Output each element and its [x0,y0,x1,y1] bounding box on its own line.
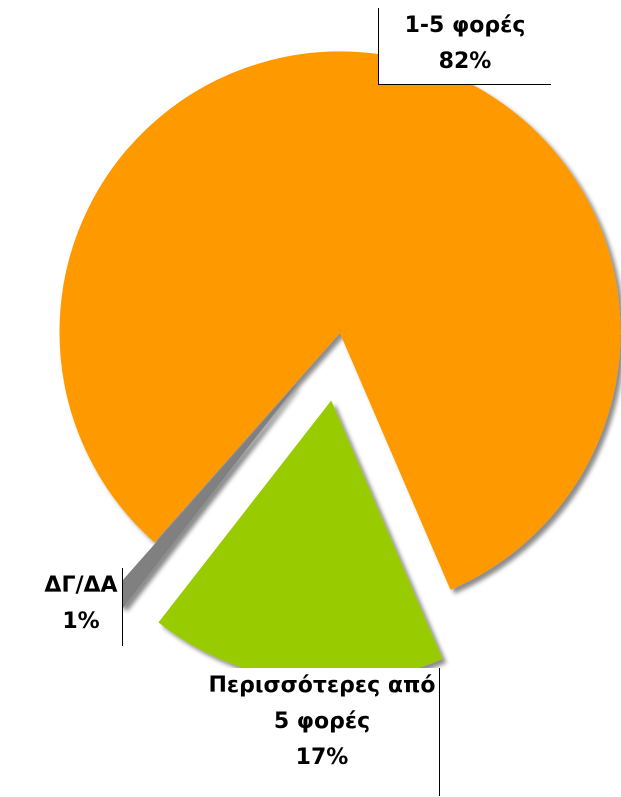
value-label: 17% [295,745,349,770]
slice-label: ΔΓ/ΔΑ 1% [40,568,123,646]
value-label: 82% [438,49,492,74]
category-label: ΔΓ/ΔΑ [44,573,118,598]
category-label: Περισσότερες από 5 φορές [208,673,436,734]
slice-label: 1-5 φορές 82% [378,8,551,85]
value-label: 1% [62,609,100,634]
category-label: 1-5 φορές [404,13,526,38]
slice-label: Περισσότερες από 5 φορές 17% [205,668,440,796]
